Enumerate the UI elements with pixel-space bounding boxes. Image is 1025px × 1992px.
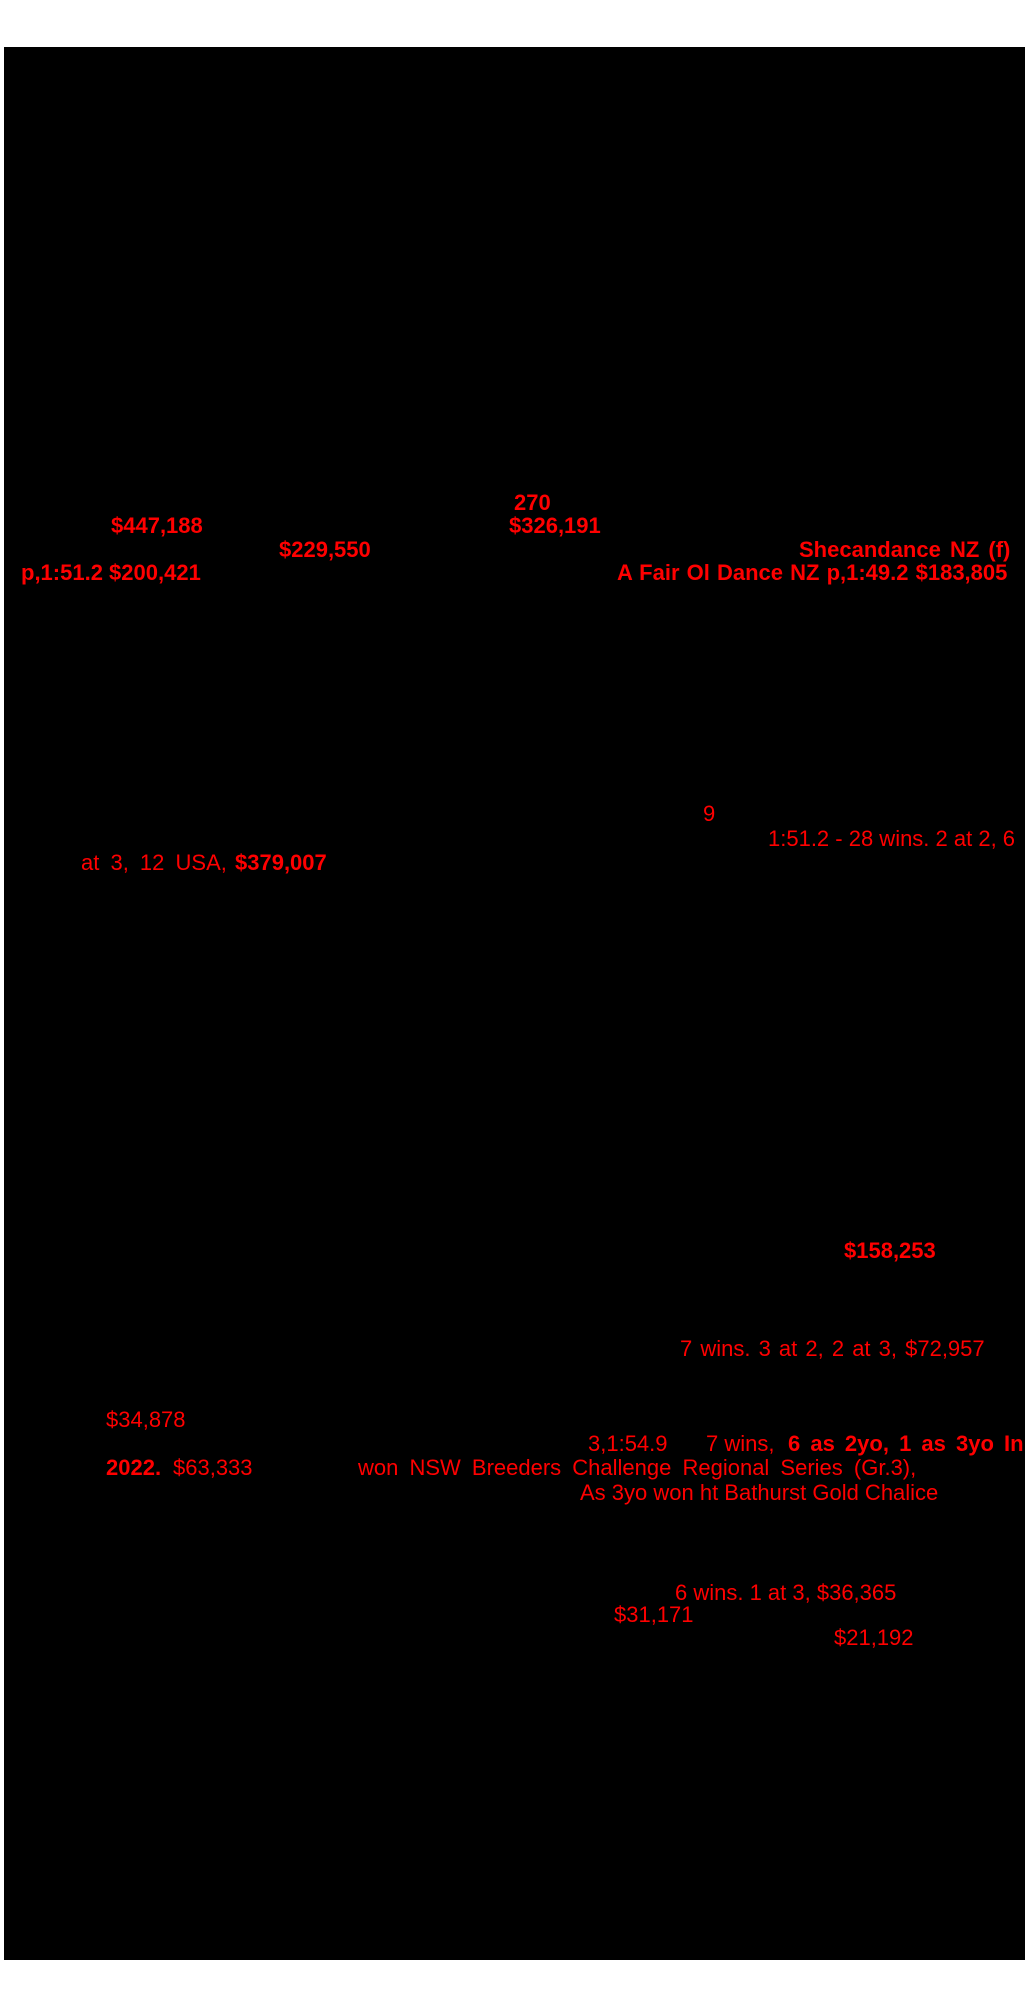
earnings-8: $31,171 <box>614 1602 694 1627</box>
earnings-2: $326,191 <box>509 513 601 538</box>
race-record-1: 1:51.2 - 28 wins. 2 at 2, 6 <box>768 826 1016 851</box>
race-record-4b: 6 as 2yo, 1 as 3yo In <box>788 1431 1024 1456</box>
earnings-6: $34,878 <box>106 1407 186 1432</box>
horse-name-shecandance: Shecandance NZ (f) <box>799 537 1011 562</box>
race-record-2: at 3, 12 USA, <box>81 850 238 875</box>
time-record: 3,1:54.9 <box>588 1431 668 1456</box>
race-record-3: 7 wins. 3 at 2, 2 at 3, $72,957 <box>680 1336 985 1361</box>
record-earnings-1: p,1:51.2 $200,421 <box>21 560 201 585</box>
horse-name-a-fair-ol-dance: A Fair Ol Dance NZ p,1:49.2 $183,805 <box>617 560 1008 585</box>
earnings-1: $447,188 <box>111 513 203 538</box>
document-canvas: 270 $447,188 $326,191 $229,550 Shecandan… <box>4 47 1025 1960</box>
earnings-5: $158,253 <box>844 1238 936 1263</box>
race-record-7: 6 wins. 1 at 3, $36,365 <box>675 1580 897 1605</box>
earnings-9: $21,192 <box>834 1625 914 1650</box>
year-label: 2022. <box>106 1455 162 1480</box>
earnings-4: $379,007 <box>235 850 327 875</box>
stat-9: 9 <box>703 801 716 826</box>
progeny-count: 270 <box>514 490 551 515</box>
race-record-6: As 3yo won ht Bathurst Gold Chalice <box>580 1480 939 1505</box>
race-record-5: won NSW Breeders Challenge Regional Seri… <box>358 1455 917 1480</box>
earnings-7: $63,333 <box>173 1455 253 1480</box>
earnings-3: $229,550 <box>279 537 371 562</box>
race-record-4a: 7 wins, <box>706 1431 775 1456</box>
